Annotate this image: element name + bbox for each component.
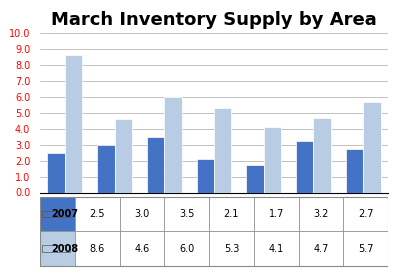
- Text: 3.2: 3.2: [313, 209, 328, 219]
- Bar: [246, 165, 264, 192]
- Bar: [42, 245, 70, 252]
- Bar: [214, 108, 231, 192]
- Bar: [298, 197, 343, 231]
- Text: 8.6: 8.6: [90, 244, 105, 254]
- Text: 1.7: 1.7: [268, 209, 284, 219]
- Bar: [48, 153, 65, 192]
- Text: 2007: 2007: [51, 209, 78, 219]
- Text: 4.7: 4.7: [313, 244, 328, 254]
- Bar: [40, 231, 75, 266]
- Bar: [75, 197, 120, 231]
- Text: 5.7: 5.7: [358, 244, 373, 254]
- Text: 4.1: 4.1: [268, 244, 284, 254]
- Text: 2.7: 2.7: [358, 209, 373, 219]
- Bar: [164, 231, 209, 266]
- Text: 6.0: 6.0: [179, 244, 194, 254]
- Bar: [147, 137, 164, 192]
- Text: 2008: 2008: [51, 244, 78, 254]
- Bar: [209, 231, 254, 266]
- Text: 3.5: 3.5: [179, 209, 194, 219]
- Bar: [97, 145, 114, 192]
- Bar: [254, 231, 298, 266]
- Bar: [197, 159, 214, 192]
- Text: 5.3: 5.3: [224, 244, 239, 254]
- Title: March Inventory Supply by Area: March Inventory Supply by Area: [51, 11, 377, 29]
- Bar: [264, 127, 281, 192]
- Text: 2.1: 2.1: [224, 209, 239, 219]
- Bar: [164, 197, 209, 231]
- Bar: [298, 231, 343, 266]
- Text: 2.5: 2.5: [90, 209, 105, 219]
- Bar: [254, 197, 298, 231]
- Bar: [164, 97, 182, 192]
- Bar: [40, 197, 388, 266]
- Bar: [346, 149, 363, 192]
- Bar: [42, 211, 70, 217]
- Bar: [363, 101, 380, 192]
- Bar: [120, 197, 164, 231]
- Bar: [209, 197, 254, 231]
- Bar: [296, 141, 314, 192]
- Text: 3.0: 3.0: [134, 209, 150, 219]
- Text: 4.6: 4.6: [134, 244, 150, 254]
- Bar: [65, 55, 82, 192]
- Bar: [40, 197, 75, 231]
- Bar: [314, 117, 331, 192]
- Bar: [75, 231, 120, 266]
- Bar: [120, 231, 164, 266]
- Bar: [343, 197, 388, 231]
- Bar: [114, 119, 132, 192]
- Bar: [343, 231, 388, 266]
